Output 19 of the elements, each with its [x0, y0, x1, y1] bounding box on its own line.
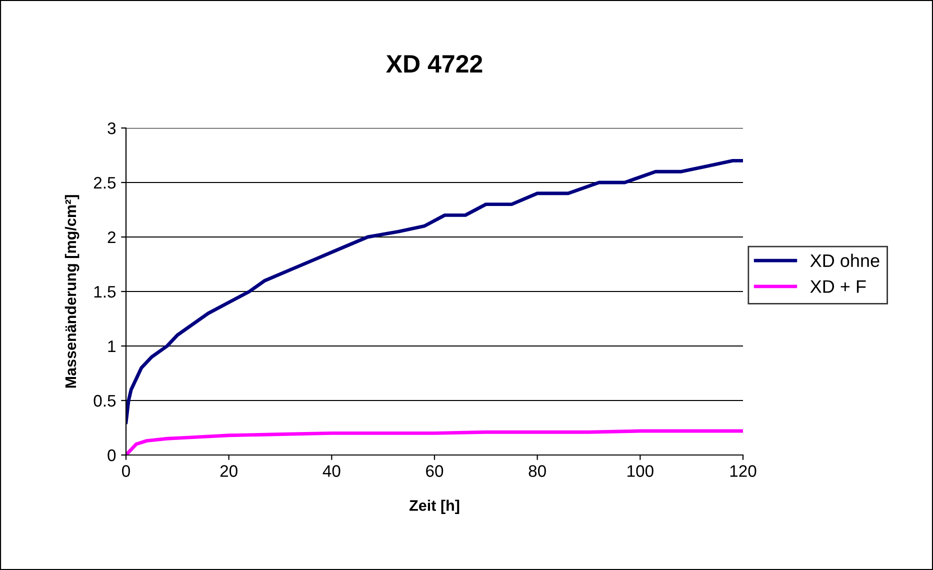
legend-label: XD + F	[810, 280, 866, 293]
x-tick-label: 20	[220, 465, 238, 477]
x-tick-label: 120	[730, 465, 756, 477]
y-tick-label: 2	[108, 231, 116, 244]
y-tick-label: 1	[108, 340, 116, 352]
y-tick-label: 3	[108, 122, 116, 134]
chart-title: XD 4722	[386, 54, 482, 72]
y-tick-label: 1.5	[94, 286, 116, 298]
x-tick-label: 60	[426, 465, 444, 477]
y-tick-label: 2.5	[94, 176, 116, 189]
y-axis-title: Massenänderung [mg/cm²]	[64, 195, 80, 388]
x-tick-label: 40	[322, 465, 340, 477]
y-tick-label: 0.5	[94, 394, 116, 407]
legend-label: XD ohne	[810, 254, 880, 268]
x-axis-title: Zeit [h]	[410, 500, 460, 514]
x-tick-label: 80	[528, 465, 546, 477]
x-tick-label: 100	[628, 465, 654, 477]
y-tick-label: 0	[108, 449, 116, 462]
x-tick-label: 0	[122, 465, 130, 477]
